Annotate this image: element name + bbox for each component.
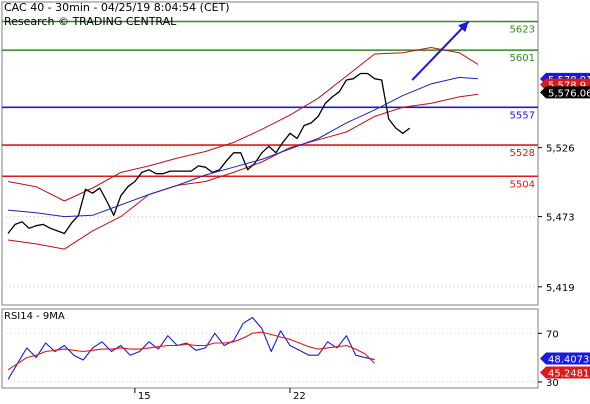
level-lines: 5623 5601 5557 5528 5504 xyxy=(2,20,538,190)
instrument-title: CAC 40 - 30min - 04/25/19 8:04:54 (CET) xyxy=(4,1,230,14)
level-label: 5528 xyxy=(510,148,535,159)
price-tag-label: 5,578.9 xyxy=(548,81,586,92)
rsi-title: RSI14 - 9MA xyxy=(4,311,65,322)
price-axis-label: 5,419 xyxy=(546,283,575,294)
rsi-axis: 30 70 xyxy=(538,329,559,389)
9ma-line xyxy=(7,331,375,371)
level-label: 5557 xyxy=(510,110,535,121)
moving-average-line xyxy=(7,76,479,218)
rsi-tag-label: 48.4073 xyxy=(548,355,589,366)
projection-arrow-head xyxy=(458,21,469,33)
rsi-axis-label: 30 xyxy=(546,378,559,389)
rsi-tag-label: 45.2481 xyxy=(548,369,589,380)
bollinger-lower-line xyxy=(7,93,479,250)
price-panel: 5623 5601 5557 5528 5504 5,419 5,473 5,526 5,5… xyxy=(1,1,590,306)
price-tags: 5,578.915,578.95,576.06 xyxy=(540,72,590,99)
level-label: 5504 xyxy=(510,179,535,190)
x-axis-label: 22 xyxy=(293,391,306,400)
level-label: 5623 xyxy=(510,25,535,36)
rsi-axis-label: 70 xyxy=(546,329,559,340)
rsi-series xyxy=(7,316,375,380)
level-label: 5601 xyxy=(510,53,535,64)
price-tag-label: 5,576.06 xyxy=(548,88,590,99)
research-credit: Research © TRADING CENTRAL xyxy=(4,15,177,28)
rsi-grid xyxy=(2,332,538,383)
price-axis-label: 5,526 xyxy=(546,144,575,155)
price-line xyxy=(7,72,411,235)
price-series xyxy=(7,72,479,235)
rsi14-line xyxy=(7,316,375,380)
projection-arrow-line xyxy=(411,20,470,81)
x-axis: 15 22 xyxy=(134,388,306,402)
rsi-tag xyxy=(540,352,590,365)
price-axis: 5,419 5,473 5,526 xyxy=(538,144,575,294)
price-plot-area xyxy=(1,1,539,306)
x-axis-label: 15 xyxy=(138,391,151,400)
rsi-tag xyxy=(540,366,590,379)
projection xyxy=(411,20,470,81)
price-axis-label: 5,473 xyxy=(546,213,575,224)
rsi-tags: 48.4073 45.2481 xyxy=(540,352,590,380)
price-tag xyxy=(540,86,590,99)
